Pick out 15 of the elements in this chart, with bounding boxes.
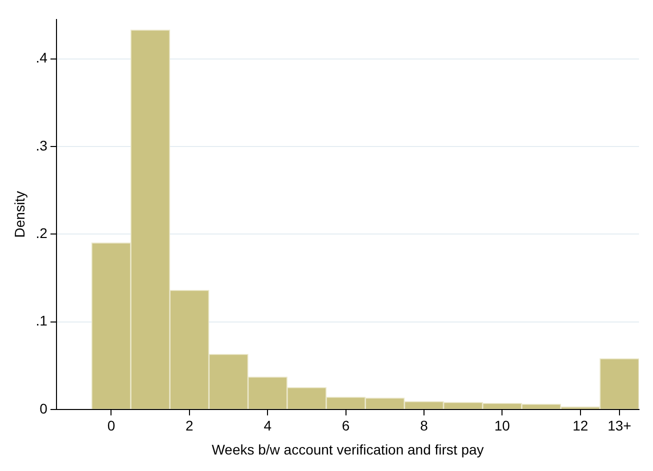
y-axis-title: Density [11,191,28,238]
y-tick-label: .1 [36,312,48,329]
x-tick-label: 4 [264,418,272,434]
x-axis-title: Weeks b/w account verification and first pay [212,441,484,458]
x-tick-label: 0 [107,418,116,434]
y-tick-label: 0 [40,400,48,416]
y-tick-label: .2 [36,224,48,241]
y-tick-label: .3 [36,137,48,154]
x-tick-label: 10 [494,418,510,434]
x-tick-label: 8 [420,418,428,434]
y-tick-label: .4 [36,50,48,66]
x-tick-label: 13+ [608,418,632,434]
x-tick-label: 6 [342,418,350,434]
x-tick-label: 2 [186,418,194,434]
x-tick-label: 12 [572,418,588,434]
